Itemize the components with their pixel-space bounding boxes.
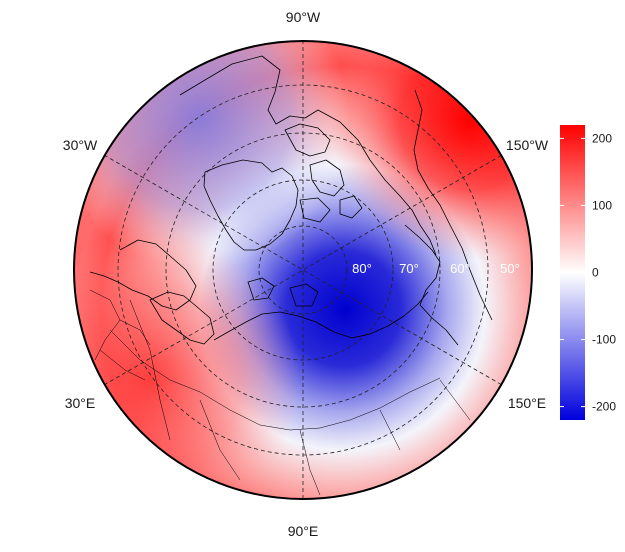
- colorbar-tick-label: 100: [592, 198, 612, 212]
- colorbar-tick-label: -200: [592, 400, 616, 414]
- colorbar-ticks: 200 100 0 -100 -200: [560, 131, 616, 414]
- taymyr-coast: [247, 277, 319, 307]
- lon-label-30w: 30°W: [63, 137, 98, 153]
- coastlines: [89, 55, 493, 496]
- scandinavia-coast: [149, 291, 215, 345]
- lat-label-50: 50°: [500, 261, 520, 276]
- greenland-coast: [203, 159, 299, 251]
- lon-label-150e: 150°E: [508, 395, 546, 411]
- asia-borders: [109, 299, 471, 496]
- lon-label-150w: 150°W: [506, 137, 549, 153]
- europe-borders: [89, 289, 151, 381]
- lat-label-60: 60°: [450, 261, 470, 276]
- colorbar-tick-label: -100: [592, 333, 616, 347]
- siberia-coast: [213, 291, 429, 341]
- arctic-islands-coast: [284, 123, 363, 223]
- pacific-coast: [413, 89, 493, 321]
- europe-coast: [89, 239, 197, 311]
- graticule: [103, 41, 503, 499]
- north-america-coast: [179, 55, 437, 256]
- map-border: [73, 40, 533, 500]
- lat-circle-80: [258, 225, 348, 315]
- lon-label-90w: 90°W: [286, 9, 321, 25]
- alaska-coast: [404, 224, 459, 346]
- colorbar-gradient: [560, 125, 585, 420]
- lat-label-70: 70°: [399, 261, 419, 276]
- colorbar: 200 100 0 -100 -200: [560, 125, 616, 420]
- colorbar-tick-label: 200: [592, 131, 612, 145]
- lon-label-30e: 30°E: [65, 395, 96, 411]
- lat-label-80: 80°: [352, 261, 372, 276]
- colorbar-tick-label: 0: [592, 266, 599, 280]
- lon-label-90e: 90°E: [288, 523, 319, 539]
